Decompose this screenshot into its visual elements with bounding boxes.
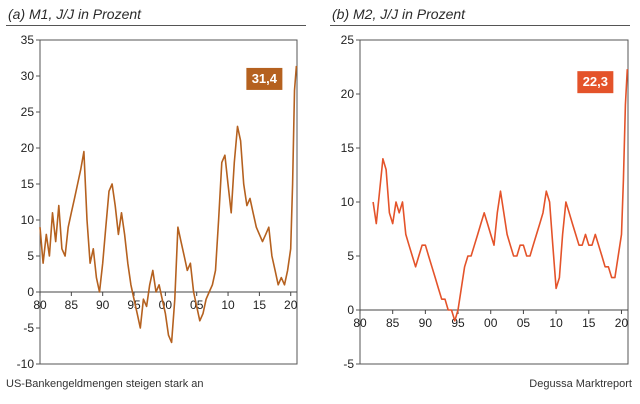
chart-b-ytick-label: 0 xyxy=(347,303,354,317)
chart-b-callout-label: 22,3 xyxy=(583,74,608,89)
chart-b-xtick-label: 90 xyxy=(419,316,433,330)
chart-a-ytick-label: 10 xyxy=(21,213,35,227)
chart-a-ytick-label: 35 xyxy=(21,33,35,47)
chart-a-ytick-label: -5 xyxy=(23,321,34,335)
chart-a-ytick-label: -10 xyxy=(17,357,35,371)
chart-a-xtick-label: 80 xyxy=(33,298,47,312)
chart-b-ytick-label: 25 xyxy=(341,33,355,47)
chart-a-title-rule xyxy=(6,25,306,26)
chart-b-title-rule xyxy=(330,25,630,26)
chart-a-series-line xyxy=(39,65,298,344)
chart-b-xtick-label: 10 xyxy=(549,316,563,330)
chart-a-xtick-label: 20 xyxy=(284,298,298,312)
chart-b-ytick-label: 10 xyxy=(341,195,355,209)
chart-b-ytick-label: 5 xyxy=(347,249,354,263)
chart-a-callout-label: 31,4 xyxy=(252,71,278,86)
chart-b-callout-badge xyxy=(577,71,614,94)
chart-a-title: (a) M1, J/J in Prozent xyxy=(8,6,142,22)
chart-b-xtick-label: 85 xyxy=(386,316,400,330)
chart-b-ytick-label: 20 xyxy=(341,87,355,101)
chart-a-ytick-label: 15 xyxy=(21,177,35,191)
chart-a-xtick-label: 15 xyxy=(253,298,267,312)
chart-a-xtick-label: 90 xyxy=(96,298,110,312)
footer-caption: US-Bankengeldmengen steigen stark an xyxy=(6,378,204,390)
chart-a-plot-frame xyxy=(39,39,298,365)
chart-a-ytick-label: 25 xyxy=(21,105,35,119)
chart-b-ytick-label: -5 xyxy=(343,357,354,371)
chart-b-xtick-label: 15 xyxy=(582,316,596,330)
chart-a-ytick-label: 0 xyxy=(27,285,34,299)
chart-b-xtick-label: 00 xyxy=(484,316,498,330)
chart-a-ytick-label: 5 xyxy=(27,249,34,263)
chart-a-ytick-label: 20 xyxy=(21,141,35,155)
chart-a-xtick-label: 00 xyxy=(159,298,173,312)
chart-a-ytick-label: 30 xyxy=(21,69,35,83)
chart-b-xtick-label: 80 xyxy=(353,316,367,330)
chart-b-xtick-label: 20 xyxy=(615,316,629,330)
chart-b-title: (b) M2, J/J in Prozent xyxy=(332,6,466,22)
chart-a-xtick-label: 85 xyxy=(65,298,79,312)
chart-b-ytick-label: 15 xyxy=(341,141,355,155)
chart-b-xtick-label: 05 xyxy=(517,316,531,330)
chart-a-xtick-label: 95 xyxy=(127,298,141,312)
chart-a-callout-badge xyxy=(246,67,283,90)
footer-source: Degussa Marktreport xyxy=(529,378,632,390)
chart-b-series-line xyxy=(372,69,629,322)
chart-a-xtick-label: 10 xyxy=(221,298,235,312)
